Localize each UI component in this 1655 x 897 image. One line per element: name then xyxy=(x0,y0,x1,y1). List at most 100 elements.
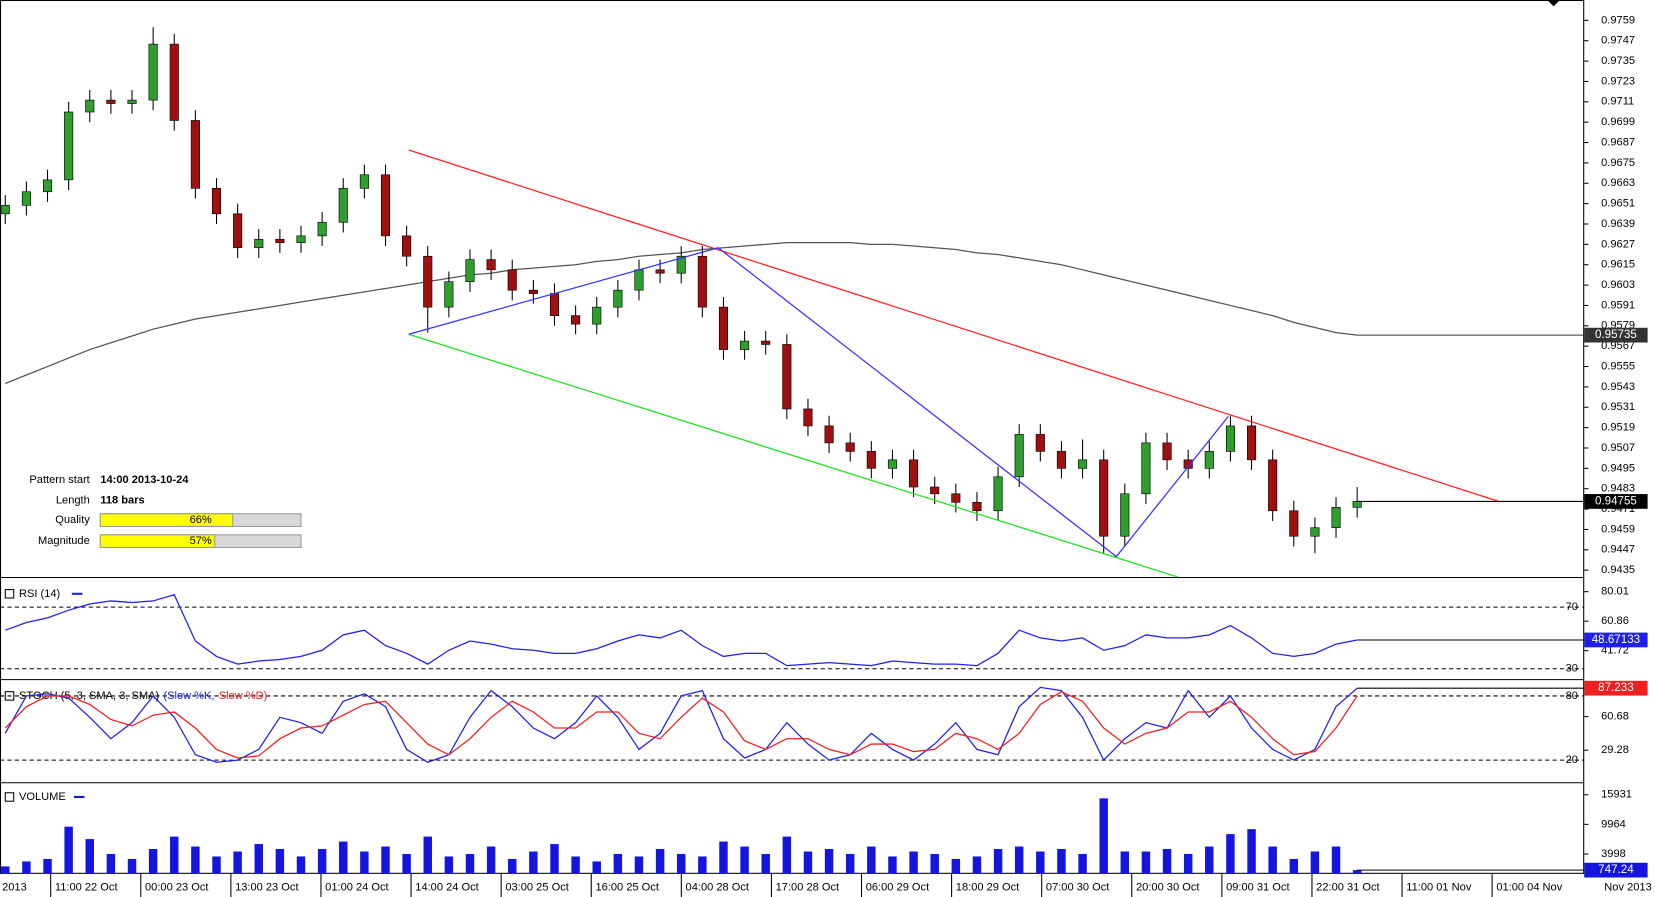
candle-body xyxy=(1331,507,1341,529)
candle-body xyxy=(444,281,454,308)
candle-body xyxy=(359,174,369,189)
level-label: 80 xyxy=(1566,690,1578,702)
volume-bar xyxy=(761,853,770,874)
y-tick-label: 0.9747 xyxy=(1601,35,1635,47)
volume-bar xyxy=(64,826,73,874)
candle-body xyxy=(64,111,74,181)
candle-body xyxy=(1183,459,1193,469)
x-tick-label: 04:00 28 Oct xyxy=(686,881,749,893)
meter-label: 66% xyxy=(190,514,212,526)
volume-bar xyxy=(930,853,939,874)
y-tick-label: 0.9603 xyxy=(1601,279,1635,291)
candle-body xyxy=(275,238,285,243)
candle-body xyxy=(507,269,517,291)
y-tick-label: 0.9663 xyxy=(1601,177,1635,189)
indicator-line xyxy=(4,686,1358,763)
panel-icon xyxy=(4,589,15,599)
candle-body xyxy=(402,235,412,257)
volume-bar xyxy=(592,861,601,874)
volume-bar xyxy=(360,851,369,874)
candle-body xyxy=(1056,451,1066,469)
pattern-label: Quality xyxy=(55,514,90,526)
candle-body xyxy=(782,344,792,410)
candle-body xyxy=(866,451,876,469)
candle-body xyxy=(571,315,581,325)
trend-line xyxy=(408,247,1229,558)
x-tick-label: 18:00 29 Oct xyxy=(956,881,1019,893)
panel-icon xyxy=(4,691,15,701)
panel-title: STOCH (5, 3, SMA, 3, SMA) (Slow %K, Slow %… xyxy=(19,690,267,702)
volume-bar xyxy=(529,851,538,874)
y-tick-label: 0.9519 xyxy=(1601,422,1635,434)
candle-body xyxy=(1099,459,1109,537)
y-tick-label: 0.9723 xyxy=(1601,75,1635,87)
candle-body xyxy=(233,213,243,249)
candle-body xyxy=(338,188,348,223)
volume-bar xyxy=(824,849,834,874)
y-tick-label: 0.9531 xyxy=(1601,401,1635,413)
trend-line xyxy=(408,333,1178,578)
volume-bar xyxy=(740,846,749,874)
volume-bar xyxy=(1099,798,1108,874)
y-tick-label: 0.9687 xyxy=(1601,136,1635,148)
candle-body xyxy=(190,120,200,189)
volume-bar xyxy=(317,849,327,874)
candle-body xyxy=(740,340,750,350)
candle-body xyxy=(1289,510,1299,537)
volume-bar xyxy=(719,841,728,874)
volume-bar xyxy=(1310,851,1320,874)
candle-body xyxy=(465,259,475,283)
candle-body xyxy=(972,501,982,512)
y-tick-label: 60.86 xyxy=(1601,615,1629,627)
y-tick-label: 80.01 xyxy=(1601,586,1629,598)
candle-body xyxy=(592,306,602,325)
candle-body xyxy=(1247,425,1257,461)
pattern-label: Length xyxy=(56,495,90,507)
candle-body xyxy=(296,235,306,243)
candle-body xyxy=(909,459,919,488)
level-label: 20 xyxy=(1566,754,1578,766)
x-tick-label: 22:00 31 Oct xyxy=(1316,881,1379,893)
x-tick-label: 01:00 04 Nov xyxy=(1496,881,1562,893)
candle-body xyxy=(21,191,31,206)
volume-bar xyxy=(972,856,982,874)
candle-body xyxy=(634,269,644,291)
y-tick-label: 0.9435 xyxy=(1601,564,1635,576)
volume-bar xyxy=(550,844,559,874)
menu-arrow[interactable] xyxy=(1547,0,1560,7)
level-label: 30 xyxy=(1566,663,1578,675)
volume-bar xyxy=(1331,846,1341,874)
candle-body xyxy=(211,188,222,215)
indicator-last-label-box xyxy=(1584,632,1648,648)
volume-bar xyxy=(1205,846,1214,874)
candle-body xyxy=(42,179,53,193)
volume-bar xyxy=(803,851,813,874)
candle-body xyxy=(1268,459,1278,512)
volume-bar xyxy=(1226,834,1235,874)
trend-line xyxy=(408,149,1500,503)
indicator-last-label: 48.67133 xyxy=(1592,634,1640,646)
meter-fill xyxy=(99,534,216,548)
volume-bar xyxy=(1289,858,1299,874)
x-tick-label: 17:00 28 Oct xyxy=(776,881,839,893)
candle-body xyxy=(930,486,940,495)
x-tick-label: 01:00 24 Oct xyxy=(325,881,388,893)
price-last-label: 0.94755 xyxy=(1595,496,1637,508)
volume-bar xyxy=(85,839,94,874)
x-tick-label: 11:00 22 Oct xyxy=(55,881,118,893)
volume-bar xyxy=(43,858,52,874)
candle-body xyxy=(697,255,707,308)
y-tick-label: 3998 xyxy=(1601,848,1626,860)
candle-body xyxy=(423,255,433,308)
candle-body xyxy=(1141,442,1151,495)
panel-title: RSI (14) xyxy=(19,588,60,600)
volume-bar xyxy=(339,841,348,874)
pattern-value: 14:00 2013-10-24 xyxy=(100,474,189,486)
volume-bar xyxy=(508,858,517,874)
candle-body xyxy=(1035,434,1045,452)
volume-bar xyxy=(444,856,454,874)
volume-bar xyxy=(867,846,876,874)
panel-icon xyxy=(4,792,15,802)
candle-body xyxy=(486,259,496,271)
